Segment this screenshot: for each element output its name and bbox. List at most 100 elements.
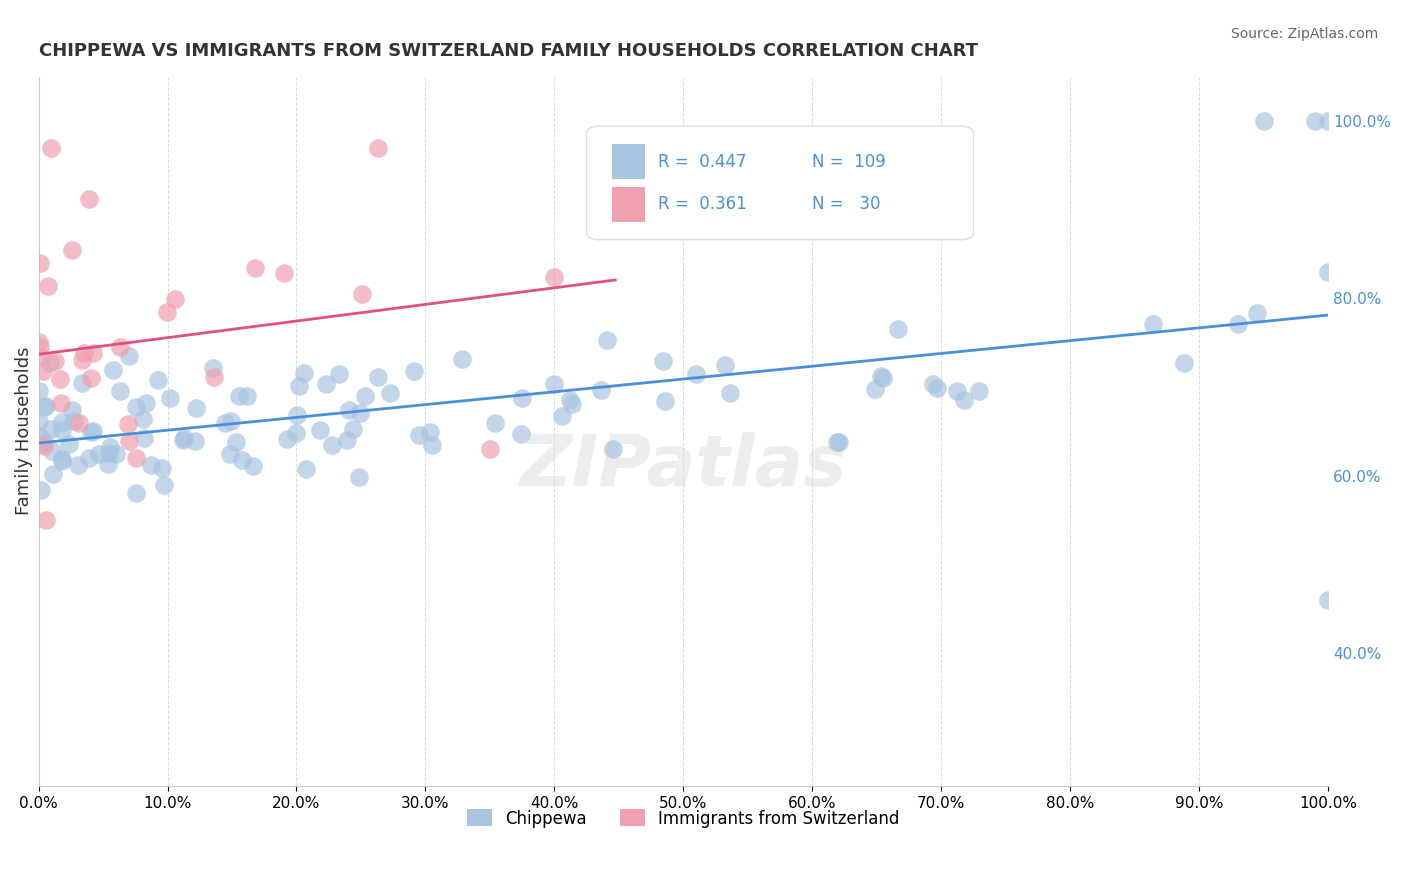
Immigrants from Switzerland bbox=[82, 346, 104, 360]
Chippewa bbox=[82, 425, 104, 439]
Immigrants from Switzerland bbox=[125, 451, 148, 466]
Text: N =   30: N = 30 bbox=[813, 195, 880, 213]
Chippewa bbox=[27, 384, 49, 398]
Chippewa bbox=[72, 376, 94, 390]
Immigrants from Switzerland bbox=[543, 270, 565, 285]
Chippewa bbox=[1173, 355, 1195, 369]
Chippewa bbox=[77, 450, 100, 465]
Chippewa bbox=[214, 416, 236, 430]
Chippewa bbox=[62, 414, 84, 428]
Chippewa bbox=[315, 377, 337, 392]
Chippewa bbox=[58, 437, 80, 451]
Chippewa bbox=[51, 453, 73, 467]
Chippewa bbox=[321, 438, 343, 452]
Chippewa bbox=[139, 458, 162, 473]
Chippewa bbox=[32, 434, 55, 449]
FancyBboxPatch shape bbox=[586, 127, 973, 240]
Chippewa bbox=[596, 333, 619, 347]
Chippewa bbox=[118, 349, 141, 363]
Chippewa bbox=[484, 417, 506, 431]
Chippewa bbox=[1303, 114, 1326, 128]
Immigrants from Switzerland bbox=[243, 261, 266, 276]
Chippewa bbox=[285, 426, 308, 441]
Chippewa bbox=[543, 376, 565, 391]
Chippewa bbox=[887, 322, 910, 336]
Chippewa bbox=[242, 458, 264, 473]
Chippewa bbox=[602, 442, 624, 457]
Chippewa bbox=[28, 414, 51, 428]
Chippewa bbox=[1317, 592, 1340, 607]
Immigrants from Switzerland bbox=[28, 335, 51, 350]
Immigrants from Switzerland bbox=[72, 345, 94, 359]
Chippewa bbox=[558, 392, 581, 407]
Chippewa bbox=[1253, 114, 1275, 128]
Chippewa bbox=[135, 396, 157, 410]
Chippewa bbox=[236, 389, 259, 403]
Immigrants from Switzerland bbox=[273, 266, 295, 280]
Chippewa bbox=[159, 391, 181, 405]
Chippewa bbox=[308, 423, 330, 437]
Immigrants from Switzerland bbox=[67, 416, 90, 430]
Chippewa bbox=[30, 483, 52, 497]
Chippewa bbox=[51, 423, 73, 437]
Chippewa bbox=[718, 386, 741, 401]
Text: ZIPatlas: ZIPatlas bbox=[520, 432, 846, 501]
Chippewa bbox=[654, 394, 676, 409]
Chippewa bbox=[79, 425, 101, 440]
Chippewa bbox=[1317, 265, 1340, 279]
Chippewa bbox=[132, 431, 155, 445]
Chippewa bbox=[714, 358, 737, 372]
Legend: Chippewa, Immigrants from Switzerland: Chippewa, Immigrants from Switzerland bbox=[460, 803, 907, 834]
Immigrants from Switzerland bbox=[30, 350, 52, 364]
Chippewa bbox=[922, 376, 945, 391]
Immigrants from Switzerland bbox=[34, 439, 56, 453]
Chippewa bbox=[66, 458, 89, 473]
Chippewa bbox=[150, 460, 173, 475]
Chippewa bbox=[872, 370, 894, 384]
Chippewa bbox=[349, 406, 371, 420]
Chippewa bbox=[35, 399, 58, 413]
Chippewa bbox=[105, 447, 128, 461]
Chippewa bbox=[865, 382, 887, 396]
Chippewa bbox=[419, 425, 441, 439]
Chippewa bbox=[219, 447, 242, 461]
Immigrants from Switzerland bbox=[79, 192, 101, 206]
Chippewa bbox=[509, 426, 531, 441]
Chippewa bbox=[51, 415, 73, 429]
Chippewa bbox=[285, 408, 308, 422]
Text: R =  0.361: R = 0.361 bbox=[658, 195, 747, 213]
Immigrants from Switzerland bbox=[163, 292, 186, 306]
Chippewa bbox=[510, 391, 533, 405]
Chippewa bbox=[28, 428, 51, 442]
Chippewa bbox=[342, 422, 364, 436]
Chippewa bbox=[825, 435, 848, 450]
Chippewa bbox=[591, 384, 613, 398]
Chippewa bbox=[685, 367, 707, 381]
Chippewa bbox=[125, 486, 148, 500]
Immigrants from Switzerland bbox=[202, 370, 225, 384]
Chippewa bbox=[451, 352, 474, 367]
FancyBboxPatch shape bbox=[613, 144, 645, 179]
Chippewa bbox=[1227, 318, 1250, 332]
Chippewa bbox=[561, 397, 583, 411]
Chippewa bbox=[202, 361, 225, 376]
Chippewa bbox=[173, 431, 195, 445]
Chippewa bbox=[108, 384, 131, 398]
Immigrants from Switzerland bbox=[35, 513, 58, 527]
Chippewa bbox=[1317, 114, 1340, 128]
FancyBboxPatch shape bbox=[613, 186, 645, 222]
Chippewa bbox=[103, 362, 125, 376]
Chippewa bbox=[380, 385, 402, 400]
Chippewa bbox=[89, 447, 111, 461]
Chippewa bbox=[367, 369, 389, 384]
Chippewa bbox=[42, 467, 65, 481]
Immigrants from Switzerland bbox=[156, 305, 179, 319]
Y-axis label: Family Households: Family Households bbox=[15, 347, 32, 516]
Immigrants from Switzerland bbox=[110, 340, 132, 354]
Immigrants from Switzerland bbox=[41, 140, 63, 154]
Chippewa bbox=[39, 422, 62, 436]
Chippewa bbox=[420, 438, 443, 452]
Chippewa bbox=[953, 392, 976, 407]
Chippewa bbox=[184, 434, 207, 449]
Chippewa bbox=[39, 356, 62, 370]
